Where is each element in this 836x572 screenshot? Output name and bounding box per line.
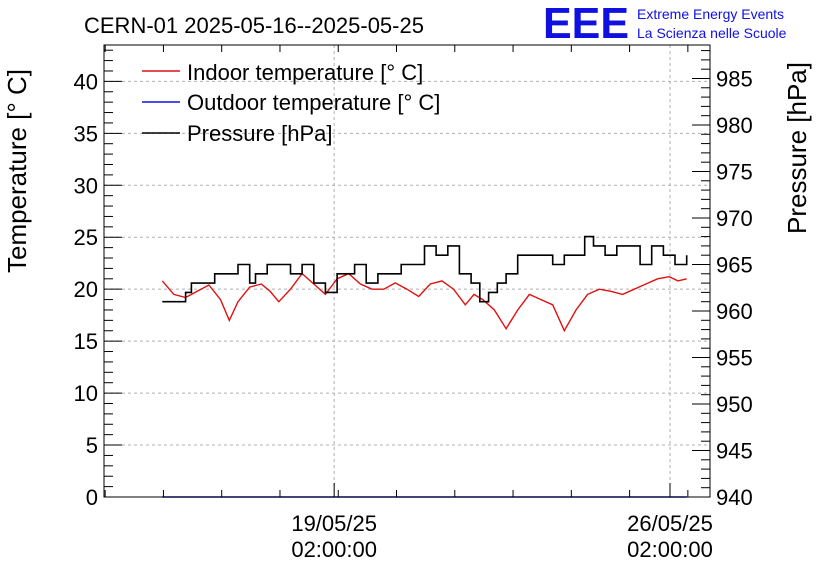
x-tick-date: 19/05/25 — [291, 511, 377, 536]
right-tick-label: 980 — [716, 113, 753, 138]
series-pressure-hpa — [162, 235, 688, 303]
legend-label-outdoor: Outdoor temperature [° C] — [187, 90, 440, 115]
right-tick-label: 960 — [716, 299, 753, 324]
right-tick-label: 965 — [716, 252, 753, 277]
left-tick-label: 40 — [74, 69, 98, 94]
x-tick-time: 02:00:00 — [291, 537, 377, 562]
left-tick-label: 5 — [86, 433, 98, 458]
left-tick-label: 20 — [74, 277, 98, 302]
series-layer — [161, 235, 688, 498]
right-tick-label: 940 — [716, 485, 753, 510]
left-axis: 0 5 10 15 20 25 30 35 40 — [74, 49, 122, 510]
left-tick-label: 35 — [74, 121, 98, 146]
right-tick-label: 985 — [716, 66, 753, 91]
left-tick-label: 0 — [86, 485, 98, 510]
left-tick-label: 30 — [74, 173, 98, 198]
legend-label-pressure: Pressure [hPa] — [187, 121, 333, 146]
right-axis: 940 945 950 955 960 965 970 975 980 985 — [692, 50, 753, 510]
left-tick-label: 15 — [74, 329, 98, 354]
x-tick-time: 02:00:00 — [627, 537, 713, 562]
eee-logo: EEE Extreme Energy Events La Scienza nel… — [543, 0, 787, 48]
right-tick-label: 975 — [716, 159, 753, 184]
right-tick-label: 970 — [716, 206, 753, 231]
right-tick-label: 955 — [716, 345, 753, 370]
plot-frame — [103, 44, 711, 498]
logo-line-2: La Scienza nelle Scuole — [637, 25, 787, 41]
chart-title: CERN-01 2025-05-16--2025-05-25 — [84, 13, 424, 38]
legend-label-indoor: Indoor temperature [° C] — [187, 60, 423, 85]
logo-mark: EEE — [543, 0, 629, 48]
right-tick-label: 950 — [716, 392, 753, 417]
left-tick-label: 10 — [74, 381, 98, 406]
left-axis-label: Temperature [° C] — [2, 69, 32, 273]
legend: Indoor temperature [° C] Outdoor tempera… — [142, 60, 440, 146]
x-tick-date: 26/05/25 — [627, 511, 713, 536]
right-axis-label: Pressure [hPa] — [782, 62, 812, 234]
right-tick-label: 945 — [716, 438, 753, 463]
logo-line-1: Extreme Energy Events — [637, 6, 784, 22]
series-indoor-temperature-c — [161, 272, 687, 333]
left-tick-label: 25 — [74, 225, 98, 250]
